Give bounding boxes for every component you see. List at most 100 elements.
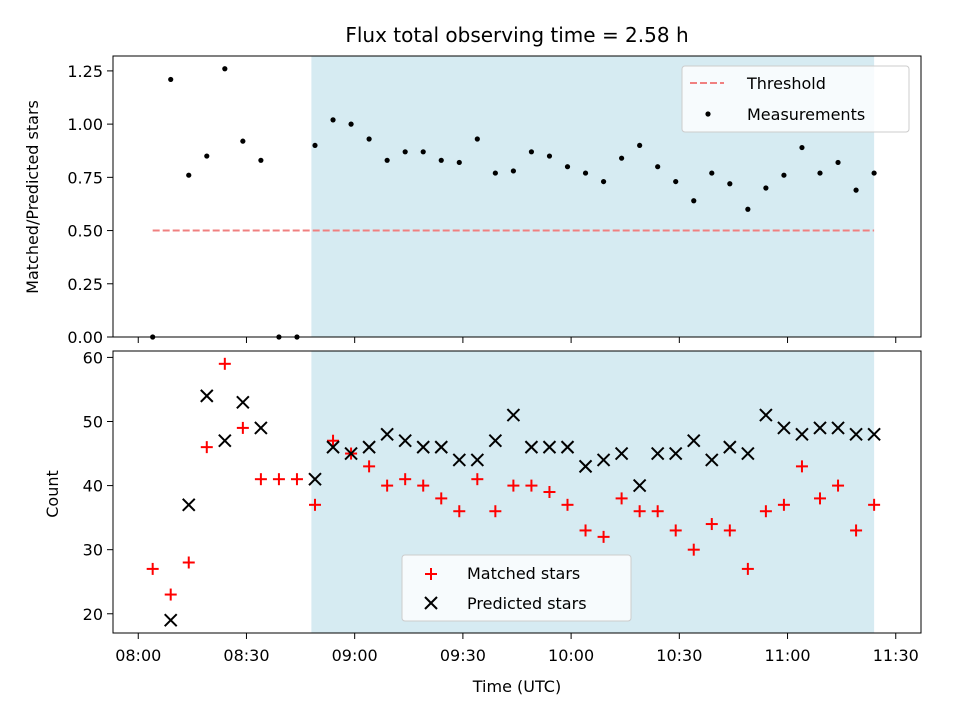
matched-star-point xyxy=(164,588,177,601)
predicted-star-point xyxy=(164,613,178,627)
predicted-marker-b xyxy=(524,440,539,454)
predicted-star-point xyxy=(416,440,430,454)
matched-star-point xyxy=(525,479,538,492)
top-panel: 0.00 0.25 0.50 0.75 1.00 1.25 Flux total obse… xyxy=(23,23,922,347)
bottom-y-tick-label: 20 xyxy=(83,605,103,624)
measurement-point xyxy=(384,157,390,163)
predicted-marker-b xyxy=(560,440,575,454)
predicted-star-point xyxy=(254,421,268,435)
measurement-point xyxy=(871,170,877,176)
predicted-star-point xyxy=(344,446,358,461)
predicted-marker-b xyxy=(542,440,557,454)
predicted-marker-b xyxy=(344,446,358,461)
top-x-ticks xyxy=(137,337,897,343)
predicted-star-point xyxy=(650,446,665,461)
measurement-point xyxy=(438,157,444,163)
matched-star-point xyxy=(651,505,664,518)
predicted-marker-b xyxy=(488,434,503,448)
predicted-star-point xyxy=(867,427,881,442)
x-tick-label: 10:30 xyxy=(656,646,702,665)
predicted-star-point xyxy=(434,440,448,454)
matched-star-point xyxy=(200,441,213,454)
measurement-point xyxy=(600,178,607,185)
matched-star-point xyxy=(741,562,754,575)
matched-star-point xyxy=(777,498,790,511)
bottom-panel: 20 30 40 50 60 08:00 08:30 09:00 09:30 10:00 10:3… xyxy=(43,348,922,696)
bottom-y-tick-label: 30 xyxy=(83,541,103,560)
top-y-ticks: 0.00 0.25 0.50 0.75 1.00 1.25 xyxy=(67,62,113,347)
matched-star-point xyxy=(363,460,376,473)
predicted-marker-b xyxy=(254,421,268,435)
measurements-series xyxy=(150,66,877,340)
predicted-marker-b xyxy=(308,472,322,486)
predicted-marker-b xyxy=(236,395,250,409)
predicted-star-point xyxy=(614,446,629,461)
matched-star-point xyxy=(507,479,520,492)
measurement-point xyxy=(366,136,372,142)
matched-star-point xyxy=(471,473,484,486)
predicted-marker-b xyxy=(831,421,845,435)
predicted-marker-b xyxy=(632,478,647,493)
predicted-star-point xyxy=(632,478,647,493)
measurement-point xyxy=(817,170,823,176)
predicted-star-point xyxy=(777,421,791,435)
measurement-point xyxy=(835,159,841,166)
measurement-point xyxy=(582,170,589,176)
predicted-star-point xyxy=(236,395,250,409)
matched-star-point xyxy=(272,473,285,486)
measurement-point xyxy=(745,206,751,212)
predicted-star-point xyxy=(795,427,809,442)
bottom-x-ticks: 08:00 08:30 09:00 09:30 10:00 10:30 11:00 11:30 xyxy=(115,633,919,665)
matched-star-point xyxy=(182,556,195,569)
predicted-marker-b xyxy=(741,446,755,461)
bottom-y-tick-label: 50 xyxy=(83,413,103,432)
predicted-marker-b xyxy=(759,408,773,422)
x-tick-label: 09:30 xyxy=(440,646,486,665)
matched-star-point xyxy=(850,524,863,537)
measurement-point xyxy=(402,149,408,155)
matched-star-point xyxy=(290,473,303,486)
measurement-point xyxy=(330,117,336,123)
predicted-star-point xyxy=(398,434,412,448)
predicted-marker-b xyxy=(434,440,448,454)
measurement-point xyxy=(168,76,174,83)
top-y-axis-label: Matched/Predicted stars xyxy=(23,100,42,294)
measurement-point xyxy=(763,185,769,191)
matched-star-point xyxy=(381,479,394,492)
predicted-star-point xyxy=(470,453,485,467)
measurement-point xyxy=(564,164,571,170)
matched-star-point xyxy=(254,473,267,486)
predicted-marker-b xyxy=(218,434,232,448)
matched-star-point xyxy=(597,530,610,543)
predicted-star-point xyxy=(723,440,737,454)
matched-legend-swatch xyxy=(425,568,437,580)
predicted-marker-b xyxy=(506,408,521,422)
matched-star-point xyxy=(417,479,430,492)
matched-star-point xyxy=(309,498,321,511)
x-axis-label: Time (UTC) xyxy=(472,677,561,696)
top-y-tick-label: 1.25 xyxy=(67,62,103,81)
matched-star-point xyxy=(759,505,772,518)
measurement-point xyxy=(799,144,805,151)
matched-star-point xyxy=(453,505,466,518)
predicted-marker-b xyxy=(813,421,827,435)
measurements-legend-swatch xyxy=(705,111,711,117)
matched-star-point xyxy=(435,492,448,505)
top-y-tick-label: 1.00 xyxy=(67,115,103,134)
x-tick-label: 08:00 xyxy=(115,646,161,665)
top-legend-box xyxy=(681,65,910,133)
matched-star-point xyxy=(795,460,808,473)
top-axes-frame xyxy=(112,55,922,338)
predicted-star-point xyxy=(218,434,232,448)
measurement-point xyxy=(781,172,787,178)
measurement-point xyxy=(546,153,553,159)
predicted-marker-b xyxy=(164,613,178,627)
bottom-y-ticks: 20 30 40 50 60 xyxy=(83,348,113,624)
measurements-legend-label: Measurements xyxy=(747,105,865,124)
predicted-star-point xyxy=(542,440,557,454)
matched-star-point xyxy=(327,434,340,447)
predicted-star-point xyxy=(560,440,575,454)
predicted-star-point xyxy=(380,427,394,442)
predicted-marker-b xyxy=(795,427,809,442)
